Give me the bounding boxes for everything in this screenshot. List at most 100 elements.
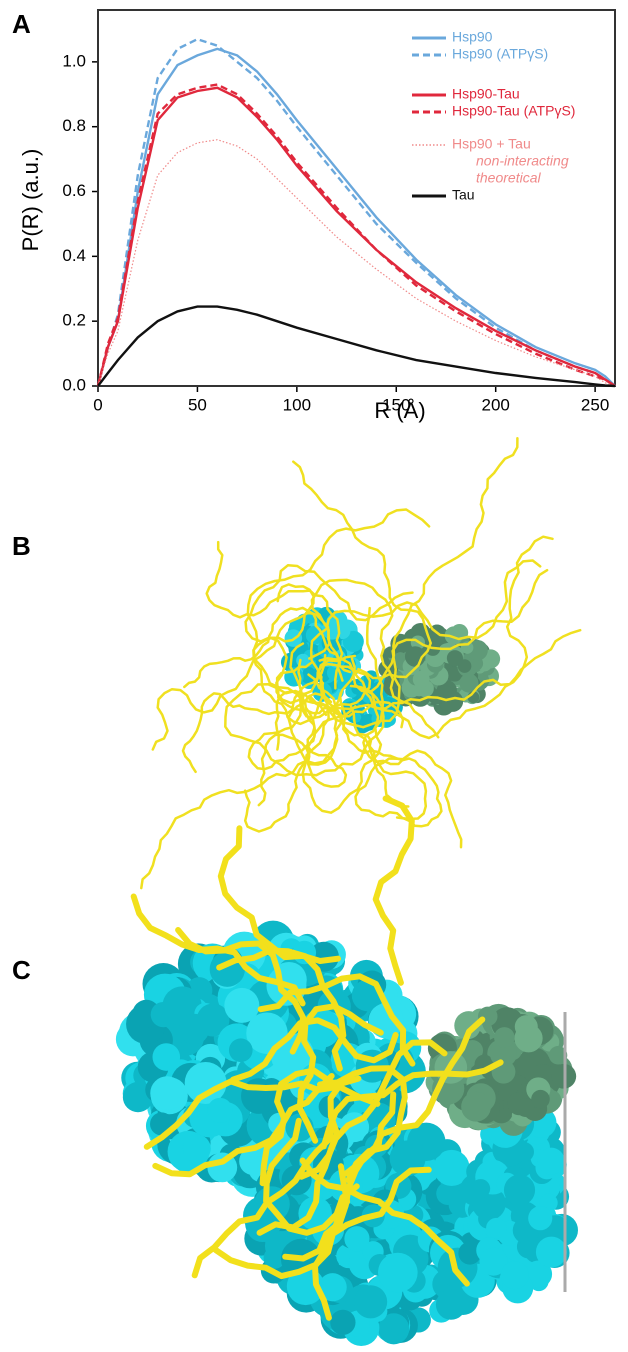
y-tick-label: 0.6 (62, 181, 86, 200)
atom-sphere (479, 1247, 508, 1276)
y-tick-label: 0.4 (62, 246, 86, 265)
atom-sphere (344, 1226, 370, 1252)
y-tick-label: 0.8 (62, 116, 86, 135)
tau-chain (312, 1166, 432, 1321)
tau-chain (252, 583, 325, 726)
legend-note: theoretical (476, 170, 541, 186)
tau-chain (205, 540, 344, 682)
atom-sphere (535, 1236, 567, 1268)
atom-sphere (461, 1091, 491, 1122)
atom-sphere (514, 1142, 534, 1162)
tau-chain (230, 1017, 399, 1083)
legend-label: Tau (452, 187, 475, 203)
tau-chain (349, 704, 428, 821)
tau-chain (216, 947, 347, 1072)
legend-label: Hsp90 (ATPγS) (452, 46, 548, 62)
x-tick-label: 50 (188, 395, 207, 414)
tau-chain (257, 973, 416, 1067)
x-tick-label: 100 (283, 395, 311, 414)
tau-chain (299, 1157, 470, 1287)
atom-sphere (318, 1273, 347, 1302)
tau-chain (350, 436, 519, 694)
atom-sphere (446, 650, 463, 667)
atom-sphere (378, 1313, 410, 1345)
tau-chain (308, 568, 549, 729)
tau-chain (354, 535, 554, 740)
atom-sphere (470, 1179, 491, 1199)
tau-chain (259, 1067, 381, 1187)
atom-sphere (548, 1045, 568, 1065)
atom-sphere (486, 1217, 507, 1239)
tau-chain (175, 927, 307, 1055)
atom-sphere (524, 1260, 553, 1288)
tau-chain (287, 691, 405, 766)
series-line (96, 47, 616, 387)
atom-sphere (412, 670, 430, 688)
atom-sphere (378, 1252, 418, 1293)
tau-chain (320, 1059, 504, 1150)
atom-sphere (224, 987, 260, 1023)
tau-chain (256, 1075, 362, 1236)
atom-sphere (503, 1174, 536, 1206)
tau-chain (296, 1003, 384, 1144)
atom-sphere (489, 1039, 518, 1068)
y-tick-label: 0.2 (62, 311, 86, 330)
atom-sphere (458, 1241, 482, 1265)
x-tick-label: 200 (482, 395, 510, 414)
atom-sphere (330, 1309, 356, 1336)
tau-chain (263, 1117, 360, 1236)
tau-chain (152, 1072, 335, 1178)
atom-sphere (528, 1206, 553, 1231)
atom-sphere (500, 1261, 529, 1290)
atom-sphere (228, 1038, 253, 1063)
tau-chain (343, 1016, 486, 1177)
y-axis-title: P(R) (a.u.) (18, 149, 43, 252)
atom-sphere (442, 690, 464, 712)
x-tick-label: 150 (382, 395, 410, 414)
tau-chain (244, 563, 414, 705)
tau-chain (191, 1118, 336, 1279)
atom-sphere (354, 1285, 388, 1319)
atom-sphere (494, 1027, 515, 1048)
atom-sphere (459, 673, 479, 693)
atom-sphere (246, 1012, 288, 1054)
atom-sphere (196, 1003, 230, 1037)
molecular-renderings (115, 436, 582, 1347)
plot-frame (97, 9, 616, 387)
tau-chain (292, 460, 432, 680)
series-line (97, 139, 616, 387)
series-line (97, 305, 616, 388)
y-tick-label: 0.0 (62, 375, 86, 394)
panel-label: A (12, 9, 31, 39)
atom-sphere (407, 1122, 446, 1162)
atom-sphere (182, 1134, 211, 1163)
atom-sphere (394, 652, 406, 664)
series-line (96, 83, 616, 388)
series-line (96, 86, 616, 388)
legend-label: Hsp90-Tau (452, 86, 520, 102)
atom-sphere (537, 1147, 565, 1175)
tau-chain (151, 611, 331, 751)
atom-sphere (152, 1043, 181, 1071)
y-tick-label: 1.0 (62, 51, 86, 70)
atom-sphere (207, 1097, 233, 1123)
tau-chain (183, 606, 352, 689)
tau-chain (372, 795, 415, 986)
tau-chain (318, 657, 463, 849)
legend-note: non-interacting (476, 153, 569, 169)
series-line (96, 37, 616, 388)
atom-sphere (184, 1062, 227, 1104)
tau-chain (246, 508, 431, 710)
x-tick-label: 250 (581, 395, 609, 414)
tau-chain (309, 559, 542, 704)
atom-sphere (516, 1098, 535, 1117)
panel-label: B (12, 531, 31, 561)
legend-label: Hsp90 + Tau (452, 136, 531, 152)
tau-chain (224, 682, 385, 777)
atom-sphere (150, 1001, 176, 1028)
atom-sphere (150, 1076, 184, 1110)
x-tick-label: 0 (93, 395, 102, 414)
panel-label: C (12, 955, 31, 985)
atom-sphere (455, 1014, 481, 1040)
